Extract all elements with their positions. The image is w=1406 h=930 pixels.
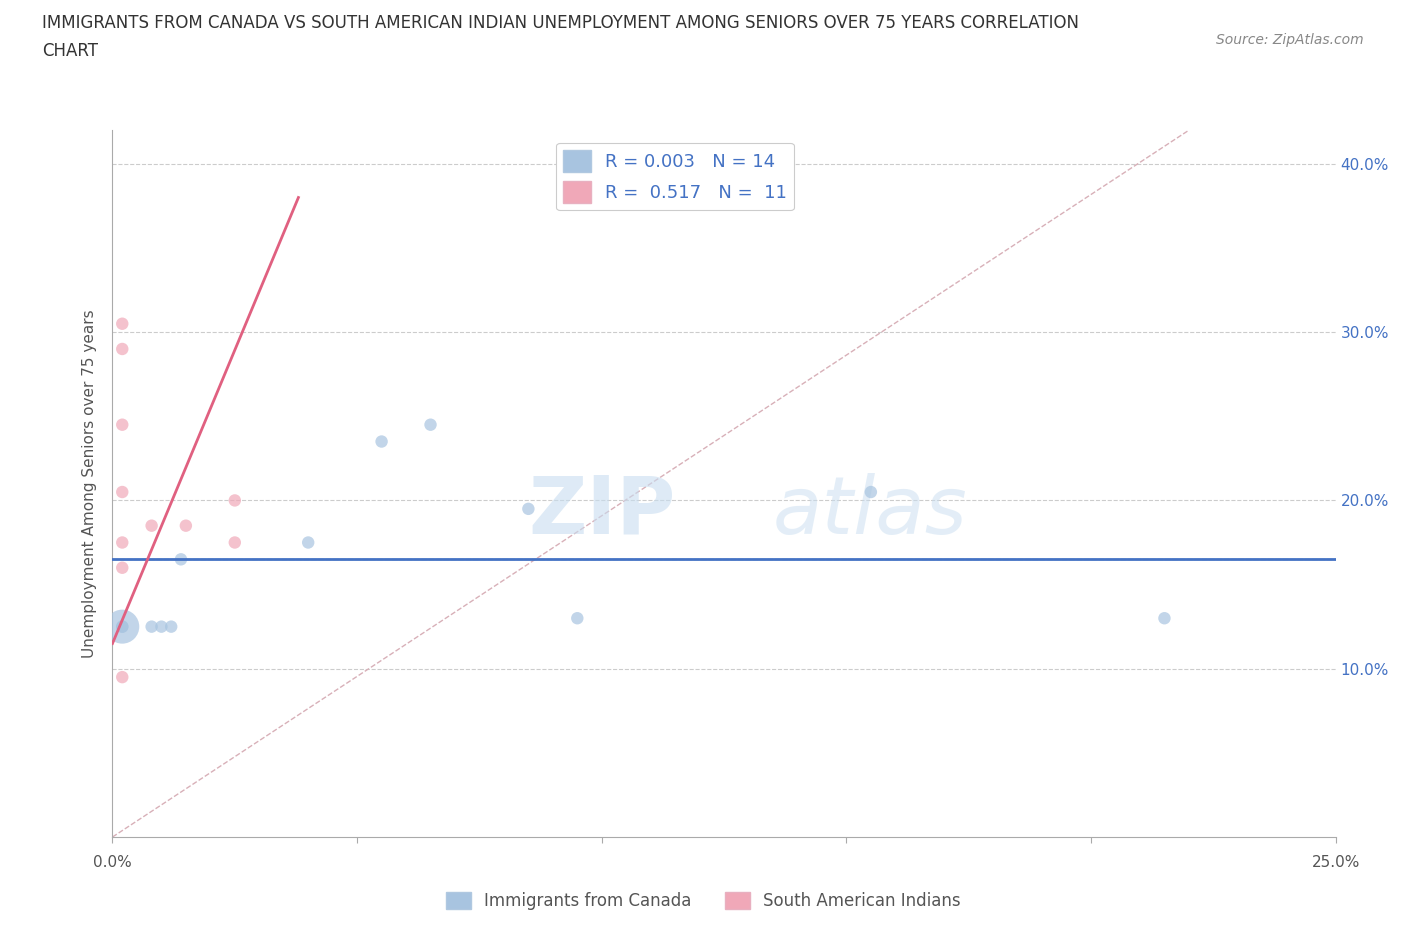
Point	[111, 485, 134, 499]
Legend: Immigrants from Canada, South American Indians: Immigrants from Canada, South American I…	[439, 885, 967, 917]
Point	[370, 434, 392, 449]
Text: 0.0%: 0.0%	[93, 855, 132, 870]
Point	[150, 619, 173, 634]
Text: Source: ZipAtlas.com: Source: ZipAtlas.com	[1216, 33, 1364, 46]
Legend: R = 0.003   N = 14, R =  0.517   N =  11: R = 0.003 N = 14, R = 0.517 N = 11	[557, 143, 794, 210]
Point	[174, 518, 197, 533]
Point	[224, 493, 246, 508]
Text: atlas: atlas	[773, 472, 967, 551]
Point	[141, 619, 163, 634]
Point	[170, 551, 193, 566]
Point	[419, 418, 441, 432]
Point	[567, 611, 589, 626]
Point	[111, 316, 134, 331]
Point	[111, 619, 134, 634]
Y-axis label: Unemployment Among Seniors over 75 years: Unemployment Among Seniors over 75 years	[82, 310, 97, 658]
Point	[111, 670, 134, 684]
Point	[111, 535, 134, 550]
Point	[111, 418, 134, 432]
Point	[111, 619, 134, 634]
Point	[111, 619, 134, 634]
Text: IMMIGRANTS FROM CANADA VS SOUTH AMERICAN INDIAN UNEMPLOYMENT AMONG SENIORS OVER : IMMIGRANTS FROM CANADA VS SOUTH AMERICAN…	[42, 14, 1080, 32]
Point	[111, 560, 134, 575]
Text: CHART: CHART	[42, 42, 98, 60]
Point	[224, 535, 246, 550]
Point	[160, 619, 183, 634]
Point	[141, 518, 163, 533]
Text: ZIP: ZIP	[527, 472, 675, 551]
Point	[297, 535, 319, 550]
Text: 25.0%: 25.0%	[1312, 855, 1360, 870]
Point	[1153, 611, 1175, 626]
Point	[859, 485, 882, 499]
Point	[111, 341, 134, 356]
Point	[517, 501, 540, 516]
